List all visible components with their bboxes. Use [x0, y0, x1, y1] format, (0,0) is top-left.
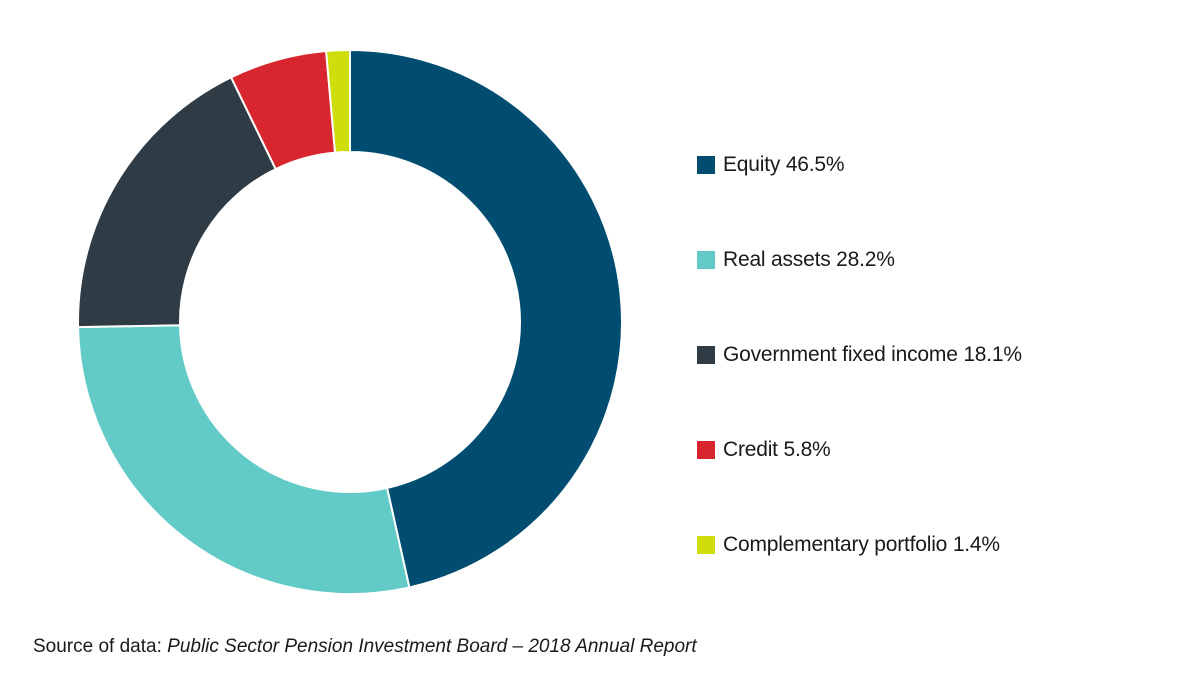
legend-swatch: [697, 441, 715, 459]
slice-government-fixed-income: [77, 76, 278, 329]
source-prefix: Source of data:: [33, 636, 168, 657]
legend-label: Credit 5.8%: [723, 438, 831, 462]
legend-swatch: [697, 251, 715, 269]
legend-item-credit: Credit 5.8%: [697, 430, 1022, 470]
legend-value: 1.4%: [952, 533, 1000, 556]
slice-real-assets: [77, 324, 411, 595]
legend-label: Real assets 28.2%: [723, 248, 895, 272]
source-note: Source of data: Public Sector Pension In…: [33, 636, 697, 658]
source-name: Public Sector Pension Investment Board –…: [167, 636, 697, 657]
donut-slices: [77, 48, 623, 595]
legend-series-name: Complementary portfolio: [723, 533, 948, 556]
legend-label: Government fixed income 18.1%: [723, 343, 1022, 367]
legend-item-complementary-portfolio: Complementary portfolio 1.4%: [697, 525, 1022, 565]
legend-label: Complementary portfolio 1.4%: [723, 533, 1000, 557]
legend-value: 18.1%: [963, 343, 1022, 366]
legend-swatch: [697, 156, 715, 174]
legend-item-government-fixed-income: Government fixed income 18.1%: [697, 335, 1022, 375]
legend-value: 5.8%: [783, 438, 831, 461]
slice-complementary-portfolio: [325, 48, 351, 154]
legend-swatch: [697, 536, 715, 554]
legend-value: 46.5%: [785, 153, 845, 176]
legend-item-real-assets: Real assets 28.2%: [697, 240, 1022, 280]
legend-series-name: Real assets: [723, 248, 831, 271]
legend-value: 28.2%: [836, 248, 895, 271]
slice-equity: [349, 48, 623, 589]
legend-item-equity: Equity 46.5%: [697, 145, 1022, 185]
chart-legend: Equity 46.5% Real assets 28.2% Government …: [697, 145, 1022, 620]
legend-series-name: Government fixed income: [723, 343, 958, 366]
legend-series-name: Equity: [723, 153, 781, 176]
legend-label: Equity 46.5%: [723, 153, 845, 177]
legend-series-name: Credit: [723, 438, 778, 461]
legend-swatch: [697, 346, 715, 364]
